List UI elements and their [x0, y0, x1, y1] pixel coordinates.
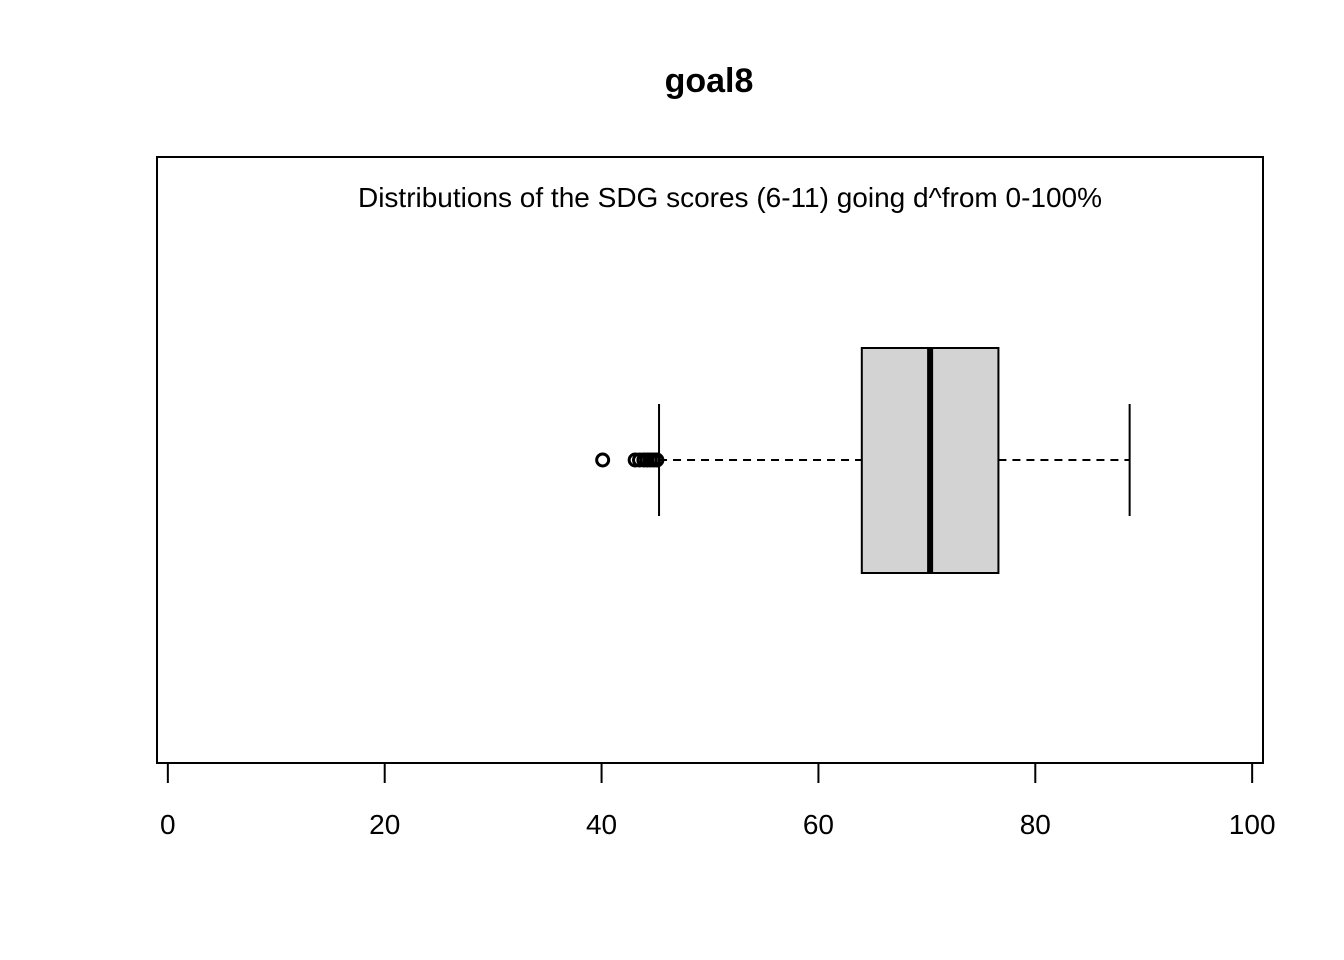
chart-annotation: Distributions of the SDG scores (6-11) g…	[358, 182, 1102, 213]
x-tick-label: 40	[586, 809, 617, 840]
outlier-group	[595, 452, 665, 468]
x-axis: 0 20 40 60 80 100	[160, 762, 1276, 840]
chart-title: goal8	[665, 62, 754, 100]
x-tick-label: 100	[1229, 809, 1276, 840]
x-tick-label: 60	[803, 809, 834, 840]
outlier-point	[649, 452, 665, 468]
box-group	[658, 347, 1131, 574]
x-tick-label: 20	[369, 809, 400, 840]
outlier-point	[595, 452, 611, 468]
x-tick-label: 80	[1020, 809, 1051, 840]
x-tick-label: 0	[160, 809, 176, 840]
